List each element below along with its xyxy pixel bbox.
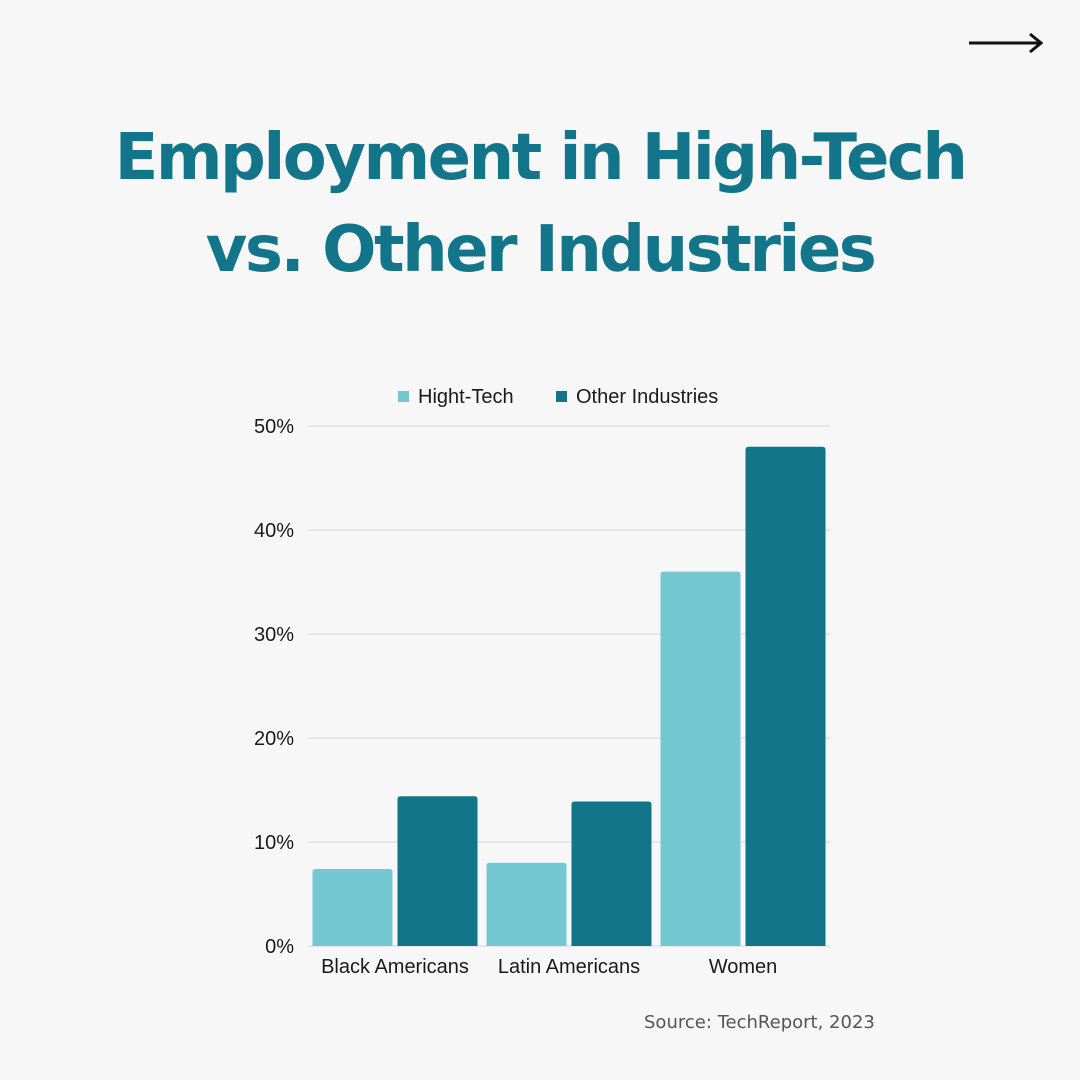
bar-hight-tech-black-americans	[312, 869, 393, 946]
bar-hight-tech-women	[660, 571, 741, 946]
y-tick-label: 0%	[265, 936, 294, 958]
y-tick-label: 10%	[254, 832, 294, 854]
right-arrow-icon[interactable]	[966, 28, 1046, 58]
y-tick-label: 20%	[254, 728, 294, 750]
page-title: Employment in High-Tech vs. Other Indust…	[0, 112, 1080, 296]
legend-swatch-other-industries	[556, 391, 567, 402]
legend-swatch-hight-tech	[398, 391, 409, 402]
x-category-label: Women	[709, 956, 778, 978]
y-tick-label: 50%	[254, 416, 294, 438]
bar-other-industries-black-americans	[397, 796, 478, 946]
bar-other-industries-women	[745, 446, 826, 946]
title-line-2: vs. Other Industries	[205, 213, 877, 287]
source-note: Source: TechReport, 2023	[644, 1012, 875, 1033]
y-tick-label: 30%	[254, 624, 294, 646]
legend-label-hight-tech: Hight-Tech	[418, 386, 514, 408]
y-tick-label: 40%	[254, 520, 294, 542]
x-category-label: Latin Americans	[498, 956, 640, 978]
title-line-1: Employment in High-Tech	[114, 121, 968, 195]
bar-hight-tech-latin-americans	[486, 862, 567, 946]
x-category-label: Black Americans	[321, 956, 469, 978]
legend-label-other-industries: Other Industries	[576, 386, 718, 408]
bar-other-industries-latin-americans	[571, 801, 652, 946]
